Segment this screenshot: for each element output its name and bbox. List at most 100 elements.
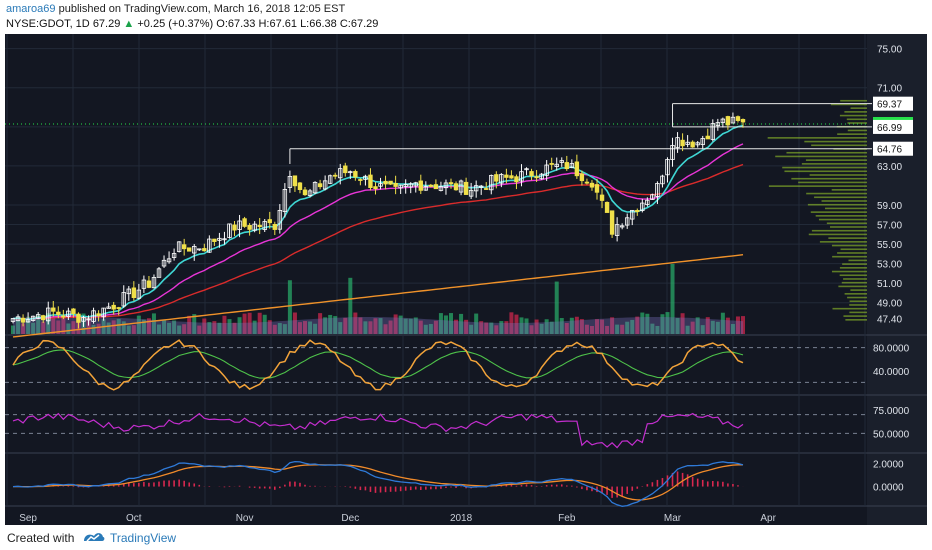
candle-body xyxy=(594,184,600,193)
price-axis-label: 49.00 xyxy=(877,299,902,310)
chart-svg[interactable]: 75.0071.0069.3767.2966.9964.7663.0059.00… xyxy=(5,34,927,525)
tradingview-brand[interactable]: TradingView xyxy=(110,531,177,545)
volume-bar xyxy=(66,323,71,334)
volume-profile-bar xyxy=(844,293,867,295)
candle-body xyxy=(388,180,393,185)
candle-body xyxy=(272,224,277,230)
volume-bar xyxy=(61,314,66,334)
volume-profile-bar xyxy=(831,244,867,247)
volume-bar xyxy=(645,313,650,334)
volume-profile-bar xyxy=(826,222,867,225)
volume-bar xyxy=(474,313,479,334)
volume-profile-bar xyxy=(845,319,867,321)
candle-body xyxy=(680,139,685,147)
candle-body xyxy=(479,185,484,188)
volume-profile-bar xyxy=(829,226,867,228)
volume-bar xyxy=(418,320,423,334)
volume-bar xyxy=(454,319,459,334)
price-change: +0.25 (+0.37%) xyxy=(137,18,214,30)
volume-profile-bar xyxy=(847,129,867,132)
volume-bar xyxy=(242,313,247,334)
volume-bar xyxy=(232,322,237,334)
candle-body xyxy=(720,118,726,123)
author-link[interactable]: amaroa69 xyxy=(6,3,56,15)
volume-profile-bar xyxy=(832,255,867,258)
candle-body xyxy=(86,318,91,321)
candle-body xyxy=(287,176,293,188)
volume-bar xyxy=(574,316,579,334)
candle-body xyxy=(81,317,86,322)
volume-bar xyxy=(720,312,725,334)
macd-line xyxy=(12,460,744,507)
candle-body xyxy=(202,248,207,252)
volume-bar xyxy=(640,312,645,334)
volume-bar xyxy=(272,324,277,334)
candle-body xyxy=(217,237,222,241)
volume-bar xyxy=(459,313,464,334)
ema-mid-line xyxy=(12,143,744,320)
volume-profile-bar xyxy=(843,278,867,280)
volume-bar xyxy=(177,325,182,334)
volume-profile-bar xyxy=(848,259,867,262)
volume-bar xyxy=(428,324,433,334)
candle-body xyxy=(625,217,630,226)
volume-profile-bar xyxy=(782,166,867,169)
volume-bar xyxy=(172,320,177,334)
volume-profile-bar xyxy=(850,107,867,109)
volume-bar xyxy=(368,321,373,334)
candle-body xyxy=(317,183,323,188)
candle-body xyxy=(141,279,147,289)
chart-area[interactable]: 75.0071.0069.3767.2966.9964.7663.0059.00… xyxy=(5,34,927,525)
volume-bar xyxy=(31,322,36,334)
candle-body xyxy=(156,268,162,278)
level-price-badge xyxy=(873,119,913,134)
candle-body xyxy=(579,173,585,182)
price-axis-label: 75.00 xyxy=(877,45,902,56)
candle-body xyxy=(76,313,81,323)
volume-profile-bar xyxy=(809,174,867,176)
volume-bar xyxy=(237,317,242,334)
volume-bar xyxy=(71,321,76,334)
candle-body xyxy=(423,186,429,191)
up-arrow-icon: ▲ xyxy=(123,18,135,30)
candle-body xyxy=(473,185,479,192)
candle-body xyxy=(363,175,368,180)
volume-bar xyxy=(257,312,262,334)
candle-body xyxy=(222,238,227,241)
volume-bar xyxy=(393,314,398,334)
volume-bar xyxy=(131,325,136,334)
level-price-label: 66.99 xyxy=(877,123,902,134)
candle-body xyxy=(212,238,217,242)
volume-bar xyxy=(700,325,705,334)
candle-body xyxy=(111,304,116,310)
volume-profile-bar xyxy=(849,311,867,314)
volume-bar xyxy=(162,320,167,334)
volume-bar xyxy=(252,320,257,334)
volume-bar xyxy=(504,321,509,334)
candle-body xyxy=(685,141,690,145)
candle-body xyxy=(131,287,137,298)
candle-body xyxy=(197,248,202,251)
volume-profile-bar xyxy=(811,229,867,232)
candle-body xyxy=(333,174,338,177)
volume-bar xyxy=(207,322,212,334)
candle-body xyxy=(207,238,212,253)
candle-body xyxy=(700,138,705,145)
x-axis-label: Mar xyxy=(664,513,682,524)
volume-bar xyxy=(277,323,282,334)
volume-bar xyxy=(625,321,630,334)
volume-bar xyxy=(192,314,197,334)
volume-bar xyxy=(494,325,499,334)
candle-body xyxy=(438,186,444,191)
volume-bar xyxy=(735,316,740,334)
volume-bar xyxy=(323,317,328,334)
volume-profile-bar xyxy=(839,114,867,117)
candle-body xyxy=(519,171,524,182)
level-price-badge xyxy=(873,141,913,156)
volume-bar xyxy=(212,321,217,334)
volume-bar xyxy=(56,320,61,334)
volume-bar xyxy=(16,320,21,334)
candle-body xyxy=(609,210,615,235)
candle-body xyxy=(670,144,675,160)
volume-bar xyxy=(438,313,443,334)
